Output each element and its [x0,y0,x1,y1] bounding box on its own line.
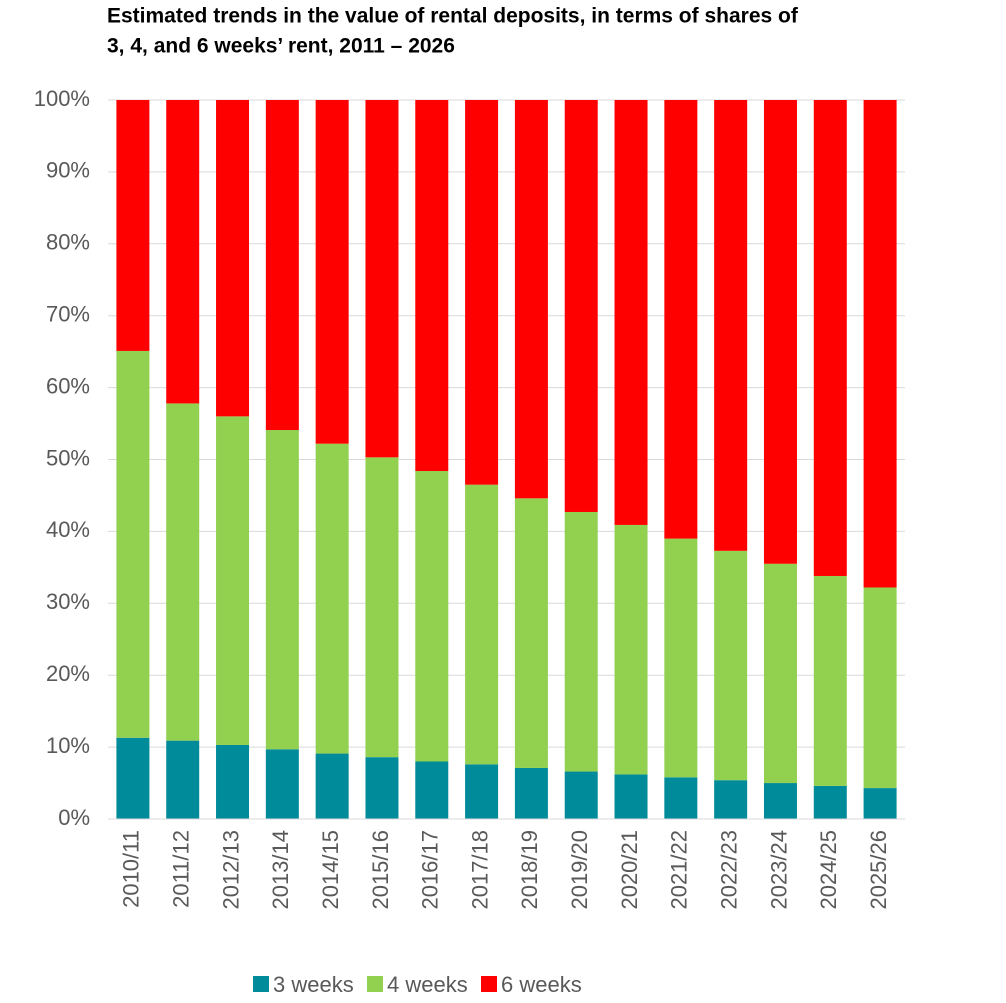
bar-segment [714,550,748,781]
bar-segment [564,100,598,512]
x-tick-label: 2021/22 [667,830,692,910]
bar-segment [564,771,598,819]
bar-segment [116,100,150,351]
bar-segment [216,100,250,417]
bar-segment [265,430,299,750]
bar-segment [714,100,748,551]
x-tick-label: 2013/14 [268,830,293,910]
bar-segment [465,100,499,485]
y-tick-label: 50% [46,445,90,470]
bar-segment [116,350,150,738]
y-tick-label: 20% [46,661,90,686]
x-tick-label: 2010/11 [119,830,144,908]
bar-segment [664,777,698,819]
bar-segment [863,587,897,789]
legend-swatch [253,976,269,992]
bar-segment [664,100,698,539]
bar-segment [614,100,648,525]
x-tick-label: 2012/13 [218,830,243,910]
bar-segment [365,757,399,819]
bar-segment [216,744,250,819]
chart-title: Estimated trends in the value of rental … [107,5,799,28]
bar-segment [514,498,548,768]
x-tick-label: 2014/15 [318,830,343,910]
bar-segment [763,783,797,819]
bar-segment [614,774,648,819]
legend-label: 6 weeks [501,972,582,997]
x-tick-label: 2016/17 [418,830,443,910]
y-tick-label: 40% [46,517,90,542]
bar-segment [465,764,499,819]
bar-segment [514,100,548,499]
x-tick-label: 2025/26 [866,830,891,910]
bar-segment [315,100,349,444]
bar-segment [315,753,349,819]
x-tick-label: 2023/24 [766,830,791,910]
x-tick-label: 2019/20 [567,830,592,910]
bar-segment [863,788,897,819]
bar-segment [813,100,847,576]
bar-segment [116,737,150,819]
legend-swatch [367,976,383,992]
y-tick-label: 0% [58,805,90,830]
bar-segment [216,416,250,745]
bar-segment [514,767,548,819]
y-tick-label: 70% [46,302,90,327]
bar-segment [863,100,897,588]
x-tick-label: 2011/12 [169,830,194,908]
chart-title: 3, 4, and 6 weeks’ rent, 2011 – 2026 [107,35,455,58]
x-tick-label: 2022/23 [716,830,741,910]
bar-segment [763,100,797,564]
y-tick-label: 30% [46,589,90,614]
y-tick-label: 10% [46,733,90,758]
bar-segment [465,484,499,765]
bar-segment [813,785,847,819]
bar-segment [614,524,648,775]
bar-segment [763,563,797,784]
x-tick-label: 2017/18 [467,830,492,910]
bar-segment [415,761,449,819]
bar-segment [265,749,299,819]
bar-segment [365,100,399,458]
bar-segment [714,780,748,819]
bar-segment [813,575,847,786]
x-tick-label: 2018/19 [517,830,542,910]
bar-segment [365,457,399,758]
bar-segment [265,100,299,431]
bar-segment [564,511,598,772]
legend-label: 4 weeks [387,972,468,997]
y-tick-label: 100% [34,86,90,111]
y-tick-label: 60% [46,373,90,398]
x-tick-label: 2024/25 [816,830,841,910]
bar-segment [166,740,200,819]
bar-segment [166,403,200,741]
bar-segment [415,471,449,762]
bar-segment [315,443,349,754]
x-tick-label: 2015/16 [368,830,393,910]
bar-segment [664,538,698,778]
bar-segment [415,100,449,472]
y-tick-label: 80% [46,230,90,255]
legend-swatch [481,976,497,992]
y-tick-label: 90% [46,158,90,183]
x-tick-label: 2020/21 [617,830,642,910]
bar-segment [166,100,200,404]
legend-label: 3 weeks [273,972,354,997]
